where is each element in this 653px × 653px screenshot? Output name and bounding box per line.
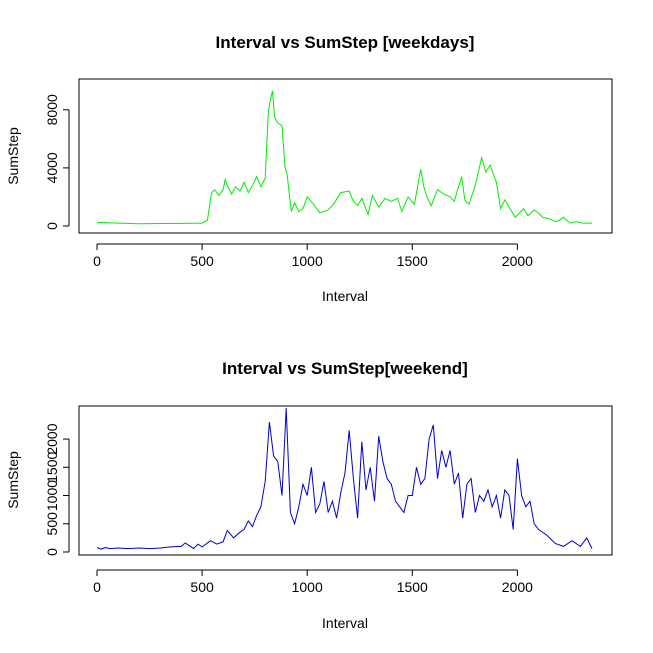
x-axis: 0 500 1000 1500 2000 [93, 569, 533, 595]
plot-frame [78, 78, 613, 234]
x-tick-label: 0 [93, 253, 101, 269]
plot-frame [78, 405, 613, 556]
panel-weekdays: Interval vs SumStep [weekdays] 0 500 1000 1… [5, 33, 613, 304]
x-axis-label: Interval [322, 615, 368, 631]
y-tick-label: 8000 [44, 94, 60, 125]
x-tick-label: 1000 [292, 579, 323, 595]
x-axis-label: Interval [322, 288, 368, 304]
y-axis-label: SumStep [5, 451, 21, 509]
y-axis: 0 4000 8000 [44, 94, 70, 230]
chart-title: Interval vs SumStep [weekdays] [216, 33, 475, 52]
x-tick-label: 500 [190, 579, 214, 595]
y-tick-label: 2000 [44, 423, 60, 454]
x-tick-label: 2000 [502, 253, 533, 269]
data-line [96, 90, 592, 225]
y-tick-label: 4000 [44, 152, 60, 183]
x-tick-label: 1000 [292, 253, 323, 269]
panel-weekend: Interval vs SumStep[weekend] 0 500 1000 150… [5, 359, 613, 631]
x-tick-label: 1500 [397, 253, 428, 269]
y-tick-label: 1000 [44, 480, 60, 511]
y-tick-label: 0 [44, 222, 60, 230]
x-tick-label: 0 [93, 579, 101, 595]
chart-title: Interval vs SumStep[weekend] [222, 359, 468, 378]
y-tick-label: 500 [44, 512, 60, 536]
x-tick-label: 1500 [397, 579, 428, 595]
x-tick-label: 2000 [502, 579, 533, 595]
y-axis-label: SumStep [5, 127, 21, 185]
y-tick-label: 1500 [44, 452, 60, 483]
x-axis: 0 500 1000 1500 2000 [93, 243, 533, 269]
data-line [96, 407, 593, 550]
x-tick-label: 500 [190, 253, 214, 269]
y-tick-label: 0 [44, 548, 60, 556]
